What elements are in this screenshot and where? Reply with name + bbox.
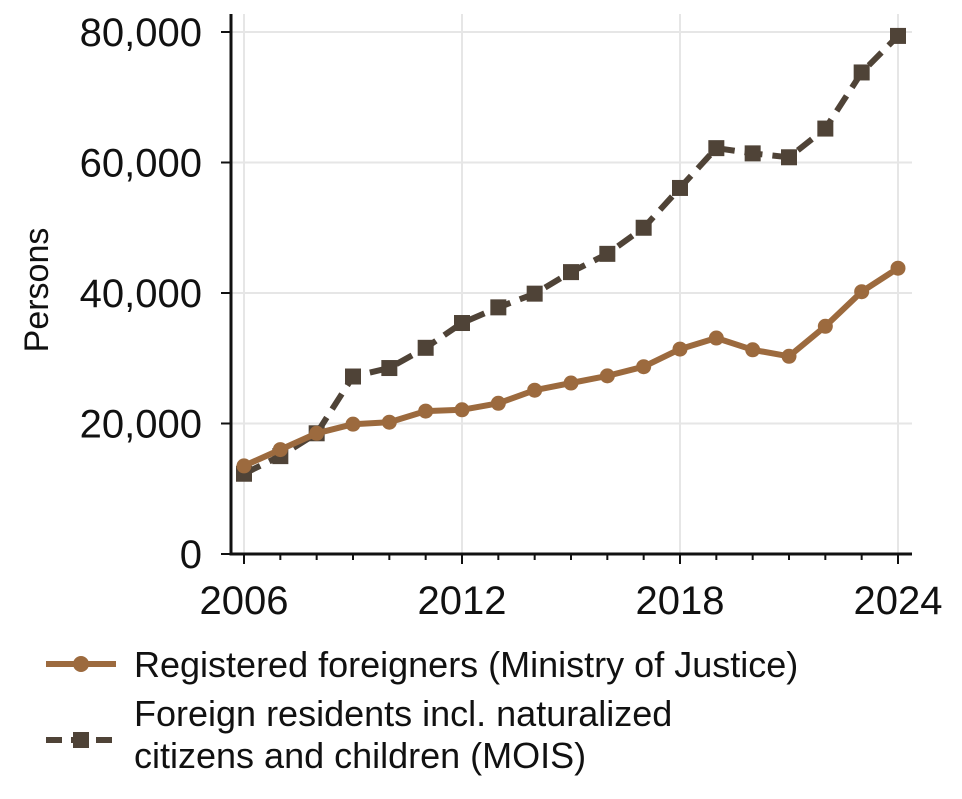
series-registered-foreigners: [236, 260, 906, 474]
data-point: [526, 285, 543, 302]
series-line: [242, 33, 901, 477]
series-line: [242, 265, 900, 469]
data-point: [490, 299, 507, 316]
x-tick-label: 2006: [200, 579, 289, 623]
data-point: [599, 368, 615, 384]
data-point: [745, 342, 761, 358]
data-point: [890, 260, 906, 276]
data-point: [599, 245, 616, 262]
data-point: [381, 360, 398, 377]
y-tick-label: 0: [180, 533, 202, 577]
data-point: [672, 179, 688, 196]
y-tick-label: 80,000: [80, 11, 202, 55]
data-point: [708, 140, 725, 157]
y-axis-title: Persons: [18, 228, 56, 353]
y-tick-label: 20,000: [80, 403, 202, 447]
data-point: [527, 382, 543, 398]
x-tick-label: 2012: [418, 579, 507, 623]
tick-labels: 2006 2012 2018 2024 0 20,000 40,000 60,000 80,00…: [80, 11, 943, 623]
series-foreign-residents: [236, 27, 906, 482]
series-layer: [236, 27, 906, 482]
data-point: [454, 315, 470, 332]
legend-label: Foreign residents incl. naturalized citi…: [134, 693, 682, 776]
legend: Registered foreigners (Ministry of Justi…: [46, 644, 798, 776]
data-point: [272, 442, 288, 458]
legend-item-foreign-residents: Foreign residents incl. naturalized citi…: [46, 693, 682, 776]
data-point: [672, 341, 688, 357]
y-tick-label: 40,000: [80, 272, 202, 316]
legend-label: Registered foreigners (Ministry of Justi…: [134, 644, 798, 685]
data-point: [744, 145, 761, 162]
data-point: [236, 458, 252, 474]
data-point: [781, 149, 797, 166]
legend-swatch-marker: [73, 656, 89, 672]
legend-item-registered-foreigners: Registered foreigners (Ministry of Justi…: [46, 644, 798, 685]
data-point: [853, 64, 870, 81]
data-point: [345, 368, 361, 385]
legend-label-line-2: citizens and children (MOIS): [134, 735, 586, 776]
data-point: [454, 402, 470, 418]
data-point: [417, 339, 434, 356]
data-point: [635, 219, 652, 236]
legend-label-line-1: Foreign residents incl. naturalized: [134, 693, 672, 734]
data-point: [418, 403, 434, 419]
data-point: [817, 120, 834, 137]
data-point: [563, 264, 579, 281]
data-point: [345, 416, 361, 432]
data-point: [817, 318, 833, 334]
x-tick-label: 2024: [854, 579, 943, 623]
y-tick-label: 60,000: [80, 142, 202, 186]
data-point: [854, 284, 870, 300]
grid: [231, 14, 912, 554]
data-point: [309, 425, 325, 441]
data-point: [890, 27, 906, 44]
data-point: [563, 375, 579, 391]
data-point: [636, 359, 652, 375]
x-tick-label: 2018: [636, 579, 725, 623]
data-point: [490, 395, 506, 411]
data-point: [781, 348, 797, 364]
data-point: [381, 414, 397, 430]
legend-swatch-marker: [73, 732, 89, 748]
data-point: [708, 330, 724, 346]
axes: [221, 14, 912, 564]
